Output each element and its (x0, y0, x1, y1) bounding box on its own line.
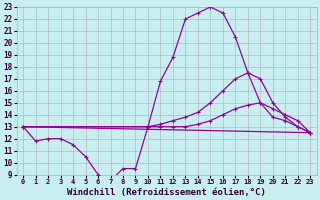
X-axis label: Windchill (Refroidissement éolien,°C): Windchill (Refroidissement éolien,°C) (67, 188, 266, 197)
